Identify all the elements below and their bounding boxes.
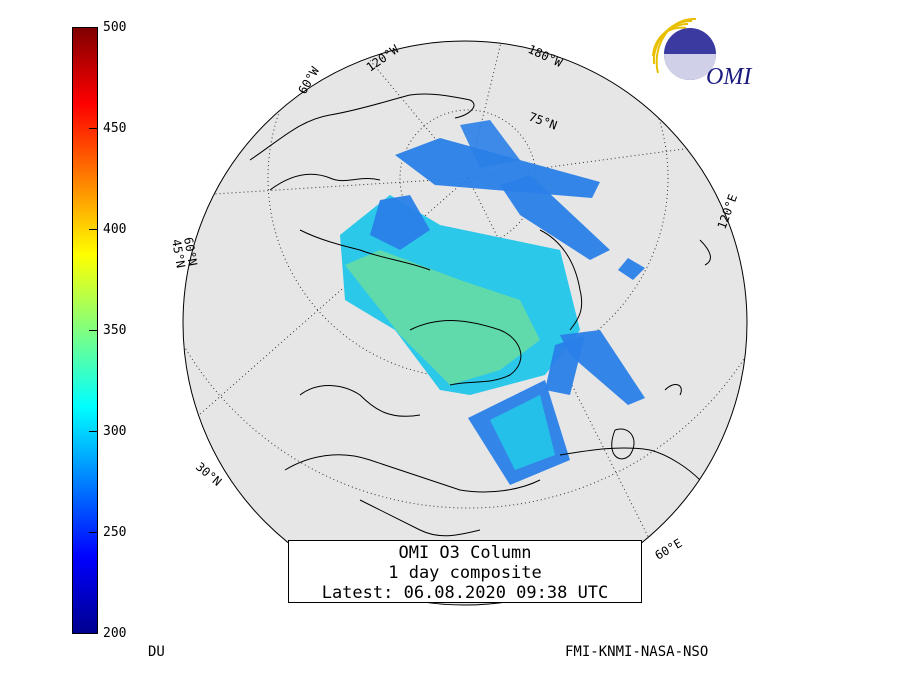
colorbar-tick-200: 200: [103, 626, 127, 641]
title-line-2: 1 day composite: [388, 563, 542, 583]
credit-label: FMI-KNMI-NASA-NSO: [565, 644, 709, 660]
colorbar-tickmark: [89, 330, 98, 331]
colorbar-tick-500: 500: [103, 20, 127, 35]
unit-label: DU: [148, 644, 165, 660]
colorbar-tick-350: 350: [103, 323, 127, 338]
coastlines: [249, 93, 711, 537]
omi-logo-icon: OMI: [652, 18, 752, 90]
colorbar-tick-300: 300: [103, 424, 127, 439]
colorbar-tickmark: [89, 431, 98, 432]
title-line-1: OMI O3 Column: [398, 543, 532, 563]
colorbar-tick-400: 400: [103, 222, 127, 237]
ozone-swaths: [340, 120, 645, 485]
colorbar-tick-250: 250: [103, 525, 127, 540]
title-line-3: Latest: 06.08.2020 09:38 UTC: [321, 583, 609, 603]
label-30n: 30°N: [193, 460, 224, 489]
colorbar-tickmark: [89, 532, 98, 533]
colorbar-tickmark: [89, 229, 98, 230]
title-box: OMI O3 Column 1 day composite Latest: 06…: [288, 540, 642, 603]
label-60e: 60°E: [653, 536, 685, 563]
label-60n-side: 60°N: [181, 236, 200, 267]
colorbar-tick-450: 450: [103, 121, 127, 136]
colorbar-tickmark: [89, 128, 98, 129]
label-45n: 45°N: [169, 238, 188, 269]
logo-text: OMI: [706, 64, 752, 90]
